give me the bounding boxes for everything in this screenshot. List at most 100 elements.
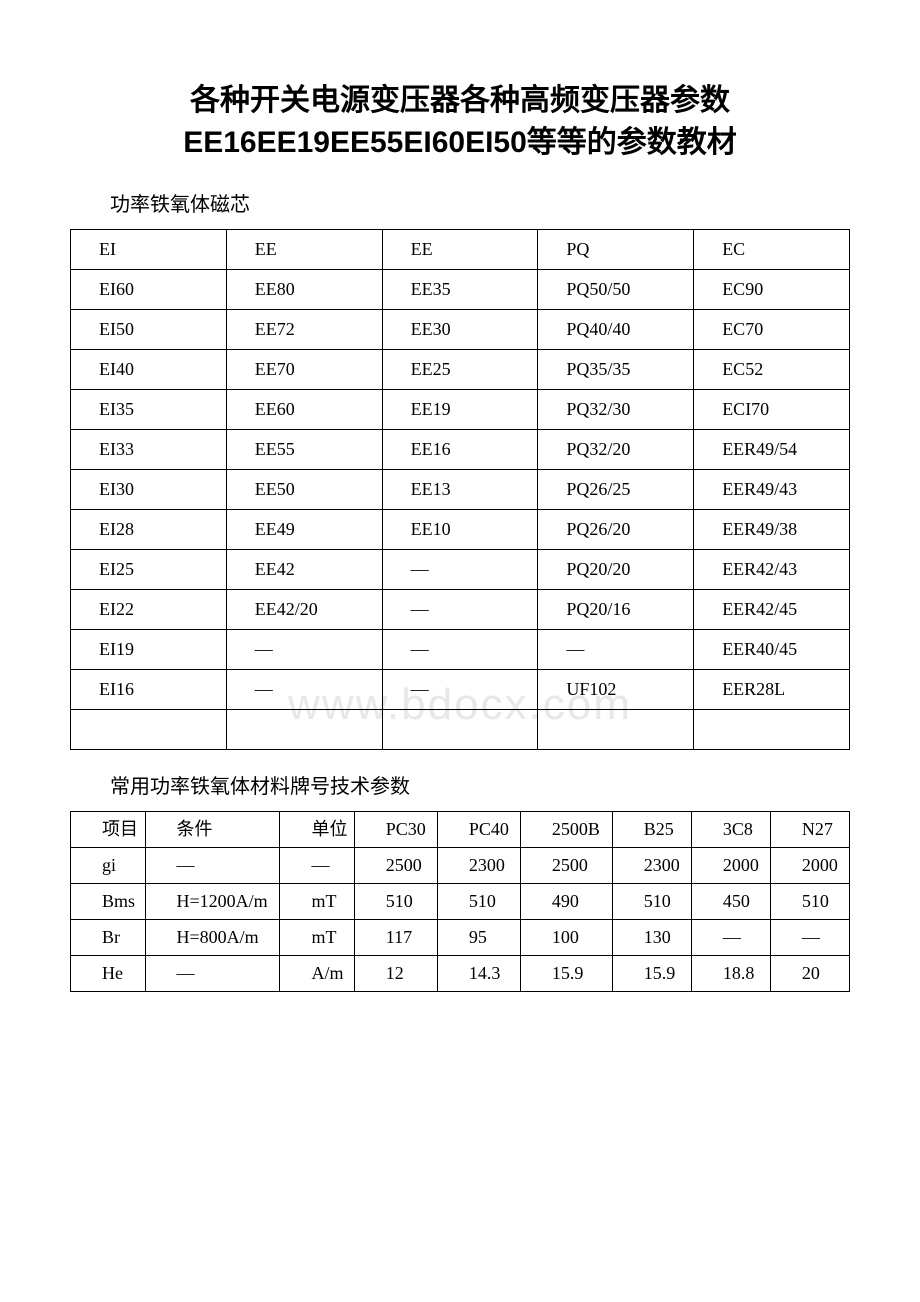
material-params-table: 项目条件单位PC30PC402500BB253C8N27gi——25002300… xyxy=(70,811,850,992)
table-cell: EE35 xyxy=(382,270,538,310)
table-cell: — xyxy=(382,590,538,630)
table-cell: PQ26/20 xyxy=(538,510,694,550)
table-cell: 100 xyxy=(520,920,612,956)
title-line-1: 各种开关电源变压器各种高频变压器参数 xyxy=(70,80,850,122)
table-cell: gi xyxy=(71,848,146,884)
table-cell: EE70 xyxy=(226,350,382,390)
table-cell: EE42/20 xyxy=(226,590,382,630)
table-cell: PQ32/20 xyxy=(538,430,694,470)
table-cell: EE13 xyxy=(382,470,538,510)
table-cell: EE49 xyxy=(226,510,382,550)
table-cell: EE xyxy=(382,230,538,270)
table-cell: 2300 xyxy=(612,848,691,884)
table-cell: mT xyxy=(280,920,354,956)
table-row: EI60EE80EE35PQ50/50EC90 xyxy=(71,270,850,310)
table-cell: 条件 xyxy=(145,812,280,848)
table-row: EI16——UF102EER28L xyxy=(71,670,850,710)
table-cell: PQ35/35 xyxy=(538,350,694,390)
table-cell: 2300 xyxy=(437,848,520,884)
table-cell: EI35 xyxy=(71,390,227,430)
table-cell: EER40/45 xyxy=(694,630,850,670)
table-cell: 117 xyxy=(354,920,437,956)
table-cell: EI40 xyxy=(71,350,227,390)
table-cell: 15.9 xyxy=(520,956,612,992)
table-cell: 95 xyxy=(437,920,520,956)
table-row: EI33EE55EE16PQ32/20EER49/54 xyxy=(71,430,850,470)
table-row: BmsH=1200A/mmT510510490510450510 xyxy=(71,884,850,920)
main-title: 各种开关电源变压器各种高频变压器参数 EE16EE19EE55EI60EI50等… xyxy=(70,80,850,164)
table-cell: 130 xyxy=(612,920,691,956)
table-cell: EI22 xyxy=(71,590,227,630)
table-cell: — xyxy=(538,630,694,670)
table-cell: 510 xyxy=(437,884,520,920)
table-cell: 510 xyxy=(612,884,691,920)
table-cell: EE19 xyxy=(382,390,538,430)
table-row: 项目条件单位PC30PC402500BB253C8N27 xyxy=(71,812,850,848)
table-cell: — xyxy=(770,920,849,956)
table-cell xyxy=(226,710,382,750)
table-cell: B25 xyxy=(612,812,691,848)
table-cell: EC90 xyxy=(694,270,850,310)
table-cell: 15.9 xyxy=(612,956,691,992)
table-cell: — xyxy=(382,550,538,590)
table-cell: EI50 xyxy=(71,310,227,350)
table-row: EI19———EER40/45 xyxy=(71,630,850,670)
table-cell: 450 xyxy=(691,884,770,920)
table-cell: PQ xyxy=(538,230,694,270)
table-cell: EC70 xyxy=(694,310,850,350)
table-row: BrH=800A/mmT11795100130—— xyxy=(71,920,850,956)
table-row: gi——250023002500230020002000 xyxy=(71,848,850,884)
table-cell: EE10 xyxy=(382,510,538,550)
table-cell: — xyxy=(280,848,354,884)
table-cell: PQ20/16 xyxy=(538,590,694,630)
table-cell: EER42/43 xyxy=(694,550,850,590)
table-cell: EE80 xyxy=(226,270,382,310)
table-cell: 490 xyxy=(520,884,612,920)
table-cell: Br xyxy=(71,920,146,956)
table-cell: EI xyxy=(71,230,227,270)
table-cell: EI28 xyxy=(71,510,227,550)
table-cell: — xyxy=(145,848,280,884)
table-cell: 项目 xyxy=(71,812,146,848)
table-cell: 14.3 xyxy=(437,956,520,992)
table-cell: EE30 xyxy=(382,310,538,350)
subtitle-1: 功率铁氧体磁芯 xyxy=(70,188,850,217)
table-cell: EER42/45 xyxy=(694,590,850,630)
page-content: 各种开关电源变压器各种高频变压器参数 EE16EE19EE55EI60EI50等… xyxy=(70,80,850,992)
table-cell: 12 xyxy=(354,956,437,992)
table-cell: PQ26/25 xyxy=(538,470,694,510)
subtitle-2: 常用功率铁氧体材料牌号技术参数 xyxy=(70,770,850,799)
table-cell: — xyxy=(382,670,538,710)
table-cell: EER49/43 xyxy=(694,470,850,510)
table-row: EI30EE50EE13PQ26/25EER49/43 xyxy=(71,470,850,510)
table-cell: ECI70 xyxy=(694,390,850,430)
table-cell: — xyxy=(691,920,770,956)
table-cell: PQ32/30 xyxy=(538,390,694,430)
table-cell: EE50 xyxy=(226,470,382,510)
table-cell: — xyxy=(226,630,382,670)
table-cell: PC40 xyxy=(437,812,520,848)
table-row: EI50EE72EE30PQ40/40EC70 xyxy=(71,310,850,350)
table-cell: EI33 xyxy=(71,430,227,470)
table-row: EI22EE42/20—PQ20/16EER42/45 xyxy=(71,590,850,630)
table-cell: N27 xyxy=(770,812,849,848)
table-cell: H=1200A/m xyxy=(145,884,280,920)
table-cell: EE60 xyxy=(226,390,382,430)
table-cell xyxy=(382,710,538,750)
table-cell: 3C8 xyxy=(691,812,770,848)
table-cell: 2500B xyxy=(520,812,612,848)
table-cell: PQ50/50 xyxy=(538,270,694,310)
table-cell: EER49/38 xyxy=(694,510,850,550)
table-cell: 510 xyxy=(354,884,437,920)
table-cell: EE72 xyxy=(226,310,382,350)
table-cell: EI16 xyxy=(71,670,227,710)
table-cell: 2500 xyxy=(520,848,612,884)
table-cell: EI60 xyxy=(71,270,227,310)
table-cell: UF102 xyxy=(538,670,694,710)
table-cell: A/m xyxy=(280,956,354,992)
table-cell: EC xyxy=(694,230,850,270)
table-cell: 单位 xyxy=(280,812,354,848)
table-cell: EE16 xyxy=(382,430,538,470)
title-line-2: EE16EE19EE55EI60EI50等等的参数教材 xyxy=(70,122,850,164)
table-cell: EER28L xyxy=(694,670,850,710)
